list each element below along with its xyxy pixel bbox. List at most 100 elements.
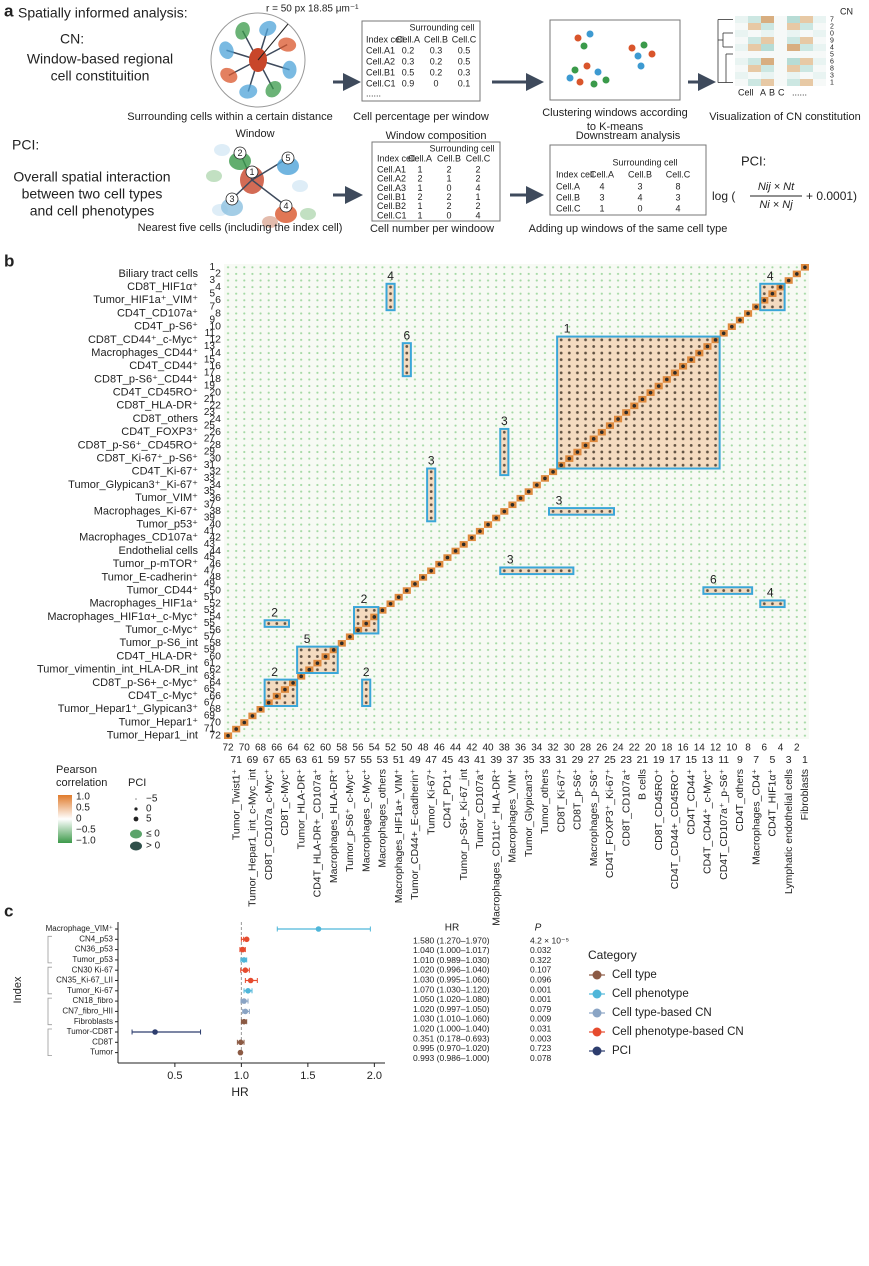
column-index: 65 bbox=[279, 754, 291, 766]
heatmap-axis-label: A bbox=[760, 87, 766, 97]
highlight-box bbox=[263, 619, 290, 628]
legend-title: correlation bbox=[56, 777, 107, 789]
diagonal-dot bbox=[600, 430, 604, 435]
column-index: 67 bbox=[263, 754, 275, 766]
column-index-secondary: 56 bbox=[353, 743, 365, 754]
row-label: CD4T_HLA-DR⁺ bbox=[116, 650, 198, 662]
legend-label: PCI bbox=[612, 1045, 631, 1057]
y-tick-label: Tumor_p53 bbox=[72, 955, 113, 964]
row-label: Tumor_Hepar1_int bbox=[107, 730, 198, 742]
hr-label: 1.030 (1.010–1.060) bbox=[413, 1014, 490, 1024]
diagonal-dot bbox=[283, 687, 287, 692]
diagonal-dot bbox=[730, 324, 734, 329]
caption: Window composition bbox=[386, 130, 487, 142]
diagonal-dot bbox=[307, 667, 312, 672]
row-index: 60 bbox=[209, 650, 221, 662]
row-label: Macrophages_HIF1α+_c-Myc⁺ bbox=[47, 611, 198, 623]
row-label: CD8T_others bbox=[133, 413, 199, 425]
column-label: Macrophages_VIM⁺ bbox=[507, 769, 519, 863]
cn-cell bbox=[735, 65, 748, 72]
hr-label: 1.040 (1.000–1.017) bbox=[413, 945, 490, 955]
hr-point bbox=[247, 977, 254, 984]
table-header: Cell.B bbox=[437, 153, 461, 163]
diagonal-dot bbox=[510, 502, 515, 507]
column-index-secondary: 2 bbox=[794, 743, 800, 754]
highlight-box bbox=[548, 507, 615, 516]
y-tick-label: Fibroblasts bbox=[74, 1017, 113, 1026]
row-index-secondary: 71 bbox=[204, 724, 216, 735]
cn-cell bbox=[813, 37, 826, 44]
color-bar bbox=[58, 795, 72, 843]
legend-title: PCI bbox=[128, 777, 146, 789]
box-label: 5 bbox=[304, 632, 311, 646]
diagonal-dot bbox=[697, 351, 702, 355]
hr-point bbox=[243, 936, 250, 943]
highlight-box bbox=[702, 586, 754, 595]
cn-cell bbox=[800, 30, 813, 37]
legend-label: Cell type-based CN bbox=[612, 1007, 712, 1019]
box-label: 3 bbox=[501, 414, 508, 428]
row-index: 20 bbox=[209, 386, 221, 398]
cluster-dot bbox=[628, 44, 636, 52]
row-index: 54 bbox=[209, 611, 221, 623]
column-index: 37 bbox=[507, 754, 519, 766]
column-index: 5 bbox=[770, 754, 776, 766]
formula-part: + 0.0001) bbox=[806, 189, 857, 203]
column-label: CD8T_p-S6⁺ bbox=[572, 769, 584, 830]
table-cell: 0.2 bbox=[430, 56, 443, 66]
row-index-secondary: 21 bbox=[204, 394, 216, 405]
column-index-secondary: 52 bbox=[385, 743, 397, 754]
diagonal-dot bbox=[486, 522, 490, 527]
p-value: 4.2 × 10⁻⁵ bbox=[530, 935, 569, 945]
column-index-secondary: 38 bbox=[499, 743, 511, 754]
diagonal-dot bbox=[795, 272, 799, 276]
table-cell: 0 bbox=[446, 183, 451, 193]
panel-label: b bbox=[4, 251, 14, 270]
cn-cell bbox=[787, 23, 800, 30]
column-index-secondary: 32 bbox=[548, 743, 560, 754]
cluster-dot bbox=[566, 74, 574, 82]
row-label: Macrophages_Ki-67⁺ bbox=[94, 505, 198, 517]
row-index: 16 bbox=[209, 360, 221, 372]
caption: Cell percentage per window bbox=[353, 111, 489, 123]
column-label: Lymphatic endothelial cells bbox=[783, 769, 795, 894]
cn-cell bbox=[748, 23, 761, 30]
table-header: Cell.B bbox=[424, 34, 448, 44]
hr-label: 1.050 (1.020–1.080) bbox=[413, 994, 490, 1004]
row-index-secondary: 59 bbox=[204, 645, 216, 656]
cluster-dots bbox=[362, 679, 371, 707]
column-index-secondary: 68 bbox=[255, 743, 267, 754]
column-index: 17 bbox=[669, 754, 681, 766]
y-tick-label: CN4_p53 bbox=[79, 934, 113, 943]
diagonal-dot bbox=[648, 390, 653, 395]
y-tick-label: CN30 Ki-67 bbox=[72, 965, 114, 974]
column-index-secondary: 66 bbox=[271, 743, 283, 754]
heading: Spatially informed analysis: bbox=[18, 5, 188, 21]
cn-cell bbox=[774, 44, 787, 51]
cell bbox=[277, 157, 299, 175]
hr-point bbox=[242, 967, 249, 973]
row-index-secondary: 57 bbox=[204, 631, 216, 642]
column-label: Tumor_others bbox=[539, 769, 551, 834]
table-cell: 3 bbox=[599, 192, 604, 202]
heatmap-row-label: 3 bbox=[830, 72, 834, 79]
p-value: 0.107 bbox=[530, 965, 552, 975]
diagonal-dot bbox=[413, 582, 417, 586]
column-label: Tumor_Twist1⁺ bbox=[230, 769, 242, 840]
table-header: Cell.C bbox=[452, 34, 477, 44]
cn-cell bbox=[748, 65, 761, 72]
row-index-secondary: 49 bbox=[204, 579, 216, 590]
p-value: 0.001 bbox=[530, 994, 552, 1004]
diagonal-dot bbox=[348, 634, 352, 639]
legend-key bbox=[592, 1008, 602, 1018]
hr-label: 0.995 (0.970–1.020) bbox=[413, 1043, 490, 1053]
row-label: Tumor_E-cadherin⁺ bbox=[102, 571, 199, 583]
column-index-secondary: 22 bbox=[629, 743, 641, 754]
group-bracket bbox=[47, 966, 52, 995]
diagonal-dot bbox=[315, 661, 320, 665]
column-label: CD8T_CD107a_c-Myc⁺ bbox=[263, 769, 275, 880]
radius-label: r = 50 px 18.85 μm⁻¹ bbox=[266, 4, 359, 15]
cell bbox=[278, 37, 297, 52]
caption: Clustering windows according bbox=[542, 107, 688, 119]
table-header: Index cell bbox=[366, 34, 404, 44]
